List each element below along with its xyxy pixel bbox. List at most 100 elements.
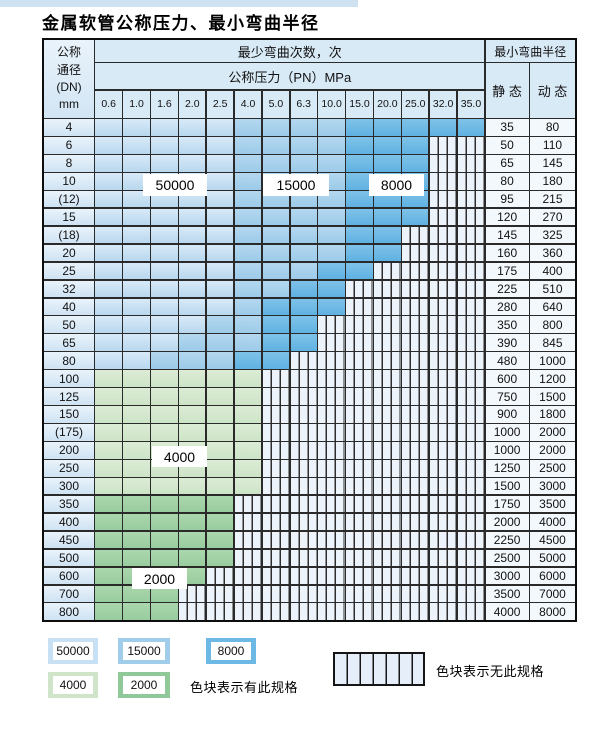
band-cell-g2 (151, 495, 178, 513)
dn-cell-(18): (18) (44, 226, 94, 244)
band-cell-g1 (206, 459, 234, 477)
no-spec-cell (374, 495, 401, 513)
no-spec-cell (318, 567, 345, 585)
dynamic-value-65: 845 (530, 334, 575, 351)
band-cell-b2 (234, 137, 262, 154)
table-grid: 公称 通径 (DN) mm 最少弯曲次数，次 最小弯曲半径 公称压力（PN）MP… (42, 38, 577, 623)
band-cell-b1 (123, 119, 150, 136)
band-cell-g1 (123, 459, 150, 477)
dn-cell-6: 6 (44, 137, 94, 154)
no-spec-cell (457, 155, 485, 172)
static-value-6: 50 (485, 137, 529, 154)
dynamic-value-700: 7000 (530, 585, 575, 603)
dynamic-value-(18): 325 (530, 226, 575, 244)
no-spec-cell (401, 424, 429, 441)
band-cell-b1 (179, 280, 206, 298)
no-spec-cell (429, 567, 457, 585)
band-cell-b1 (95, 262, 122, 280)
no-spec-cell (346, 388, 373, 405)
no-spec-cell (262, 459, 290, 477)
no-spec-cell (346, 406, 373, 423)
band-cell-g2 (95, 567, 122, 585)
no-spec-cell (374, 567, 401, 585)
band-cell-g1 (179, 406, 206, 423)
band-cell-b1 (95, 244, 122, 262)
static-value-8: 65 (485, 155, 529, 172)
dynamic-value-4: 80 (530, 119, 575, 136)
static-value-40: 280 (485, 298, 529, 316)
band-cell-g2 (179, 495, 206, 513)
no-spec-cell (401, 280, 429, 298)
no-spec-cell (374, 334, 401, 351)
legend-swatch-8000-label: 8000 (211, 642, 251, 660)
band-cell-b2 (290, 119, 317, 136)
band-cell-b2 (318, 119, 345, 136)
bend-cycles-header: 最少弯曲次数，次 (95, 40, 485, 62)
no-spec-cell (318, 352, 345, 369)
band-cell-b2 (234, 262, 262, 280)
no-spec-cell (429, 531, 457, 549)
band-cell-b1 (151, 244, 178, 262)
no-spec-cell (429, 549, 457, 567)
no-spec-cell (401, 244, 429, 262)
band-cell-b1 (206, 155, 234, 172)
radius-header: 最小弯曲半径 (485, 40, 575, 62)
band-cell-b1 (95, 155, 122, 172)
no-spec-cell (318, 549, 345, 567)
corner-line-1: 公称 (56, 45, 81, 60)
band-cell-g1 (234, 442, 262, 459)
band-cell-b1 (151, 226, 178, 244)
band-cell-b1 (206, 244, 234, 262)
band-cell-b3 (346, 262, 373, 280)
band-cell-b3 (346, 190, 373, 208)
band-cell-g2 (123, 603, 150, 621)
dynamic-value-25: 400 (530, 262, 575, 280)
no-spec-cell (374, 316, 401, 334)
no-spec-cell (234, 585, 262, 603)
pressure-header: 公称压力（PN）MPa (95, 63, 485, 90)
static-value-80: 480 (485, 352, 529, 369)
band-cell-b2 (262, 155, 290, 172)
band-cell-b2 (234, 334, 262, 351)
dn-cell-8: 8 (44, 155, 94, 172)
cycle-label-2000: 2000 (132, 568, 187, 589)
no-spec-cell (457, 603, 485, 621)
band-cell-b1 (151, 298, 178, 316)
no-spec-cell (457, 531, 485, 549)
band-cell-b2 (262, 137, 290, 154)
band-cell-g1 (151, 424, 178, 441)
no-spec-cell (374, 549, 401, 567)
dn-cell-300: 300 (44, 477, 94, 495)
no-spec-cell (374, 262, 401, 280)
dynamic-value-40: 640 (530, 298, 575, 316)
no-spec-cell (262, 549, 290, 567)
no-spec-cell (290, 567, 317, 585)
no-spec-cell (179, 585, 206, 603)
band-cell-b1 (123, 244, 150, 262)
no-spec-cell (374, 370, 401, 387)
pressure-tick-6.3: 6.3 (290, 90, 317, 118)
dynamic-value-250: 2500 (530, 459, 575, 477)
band-cell-b2 (234, 226, 262, 244)
band-cell-b3 (457, 119, 485, 136)
no-spec-cell (374, 298, 401, 316)
static-value-10: 80 (485, 172, 529, 190)
no-spec-cell (429, 406, 457, 423)
no-spec-cell (290, 531, 317, 549)
band-cell-b1 (206, 208, 234, 226)
static-value-32: 225 (485, 280, 529, 298)
dynamic-value-800: 8000 (530, 603, 575, 621)
band-cell-g2 (179, 513, 206, 531)
no-spec-cell (401, 298, 429, 316)
no-spec-cell (429, 388, 457, 405)
band-cell-b3 (374, 155, 401, 172)
static-value-15: 120 (485, 208, 529, 226)
band-cell-g2 (95, 585, 122, 603)
band-cell-b3 (401, 137, 429, 154)
band-cell-g2 (151, 549, 178, 567)
band-cell-g1 (206, 406, 234, 423)
static-value-700: 3500 (485, 585, 529, 603)
no-spec-cell (374, 424, 401, 441)
band-cell-g1 (206, 424, 234, 441)
pressure-tick-4.0: 4.0 (234, 90, 262, 118)
